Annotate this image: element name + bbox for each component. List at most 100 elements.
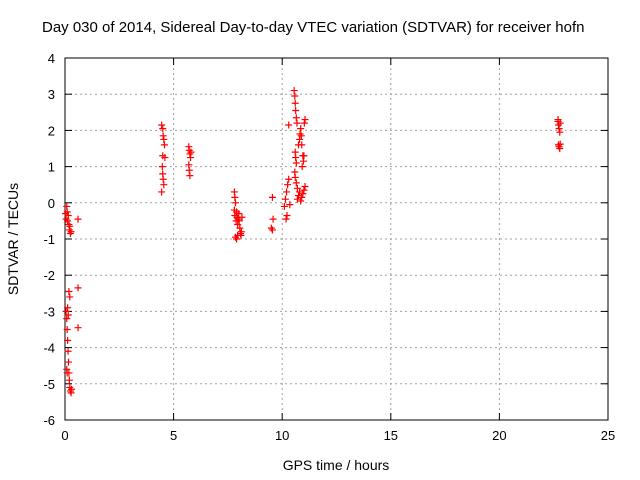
data-point [268, 193, 276, 201]
data-point [280, 202, 288, 210]
data-point [66, 387, 74, 395]
data-point [290, 87, 298, 95]
data-point [235, 217, 243, 225]
y-tick-label: 2 [48, 123, 55, 138]
data-point [64, 217, 72, 225]
axis-ticks: 0 5 10 15 20 25 -6 -5 -4 -3 -2 -1 0 1 2 3 4 [43, 51, 615, 443]
data-point [301, 116, 309, 124]
x-tick-label: 10 [275, 428, 289, 443]
data-point [64, 358, 72, 366]
data-point [66, 383, 74, 391]
data-point [268, 226, 276, 234]
data-point [296, 188, 304, 196]
data-point [293, 184, 301, 192]
data-point [66, 230, 74, 238]
data-point [63, 326, 71, 333]
data-point [65, 376, 73, 384]
y-tick-label: -4 [43, 341, 55, 356]
data-point [65, 287, 73, 295]
data-point [556, 140, 564, 148]
data-point [292, 179, 300, 187]
data-point [237, 228, 245, 236]
data-point [234, 231, 242, 239]
x-tick-label: 15 [384, 428, 398, 443]
data-point [300, 152, 308, 160]
data-point [291, 92, 299, 100]
data-point [74, 215, 82, 223]
data-point [281, 195, 289, 203]
y-tick-label: -3 [43, 304, 55, 319]
data-point [64, 336, 72, 344]
data-point [555, 125, 563, 133]
y-tick-label: 4 [48, 51, 55, 66]
data-point [232, 199, 240, 207]
data-point [64, 311, 72, 319]
data-point [160, 135, 168, 143]
data-point [67, 228, 75, 236]
data-points [61, 87, 564, 397]
data-point [159, 132, 167, 140]
data-point [293, 119, 301, 127]
y-axis-label: SDTVAR / TECUs [5, 183, 21, 295]
y-tick-label: -6 [43, 413, 55, 428]
data-point [297, 132, 305, 140]
x-axis-label: GPS time / hours [283, 457, 390, 473]
data-point [158, 188, 166, 196]
data-point [62, 307, 70, 315]
data-point [291, 99, 299, 107]
x-tick-label: 5 [170, 428, 177, 443]
data-point [236, 224, 244, 232]
data-point [64, 211, 72, 219]
data-point [63, 315, 71, 323]
data-point [238, 213, 246, 221]
data-point [286, 201, 294, 209]
data-point [187, 148, 195, 156]
data-point [64, 304, 72, 312]
data-point [159, 125, 167, 133]
data-point [283, 211, 291, 219]
data-point [186, 150, 194, 158]
data-point [296, 130, 304, 138]
data-point [299, 190, 307, 198]
data-point [294, 192, 302, 200]
data-point [64, 347, 72, 355]
data-point [267, 224, 275, 232]
data-point [300, 119, 308, 127]
data-point [292, 154, 300, 162]
chart-title: Day 030 of 2014, Sidereal Day-to-day VTE… [42, 19, 584, 36]
data-point [63, 208, 71, 216]
data-point [292, 106, 300, 114]
data-point [269, 215, 277, 223]
data-point [186, 172, 194, 180]
x-tick-label: 25 [601, 428, 615, 443]
y-tick-label: -2 [43, 268, 55, 283]
data-point [185, 146, 193, 154]
data-point [161, 154, 169, 162]
data-point [158, 163, 166, 171]
data-point [556, 119, 564, 127]
data-point [233, 235, 241, 243]
data-point [291, 173, 299, 181]
data-point [231, 193, 239, 201]
data-point [285, 121, 293, 129]
data-point [74, 324, 82, 332]
data-point [160, 141, 168, 149]
x-tick-label: 20 [492, 428, 506, 443]
data-point [300, 186, 308, 194]
data-point [297, 125, 305, 133]
data-point [63, 365, 71, 373]
data-point [298, 163, 306, 171]
data-point [283, 188, 291, 196]
data-point [68, 385, 76, 393]
data-point [292, 114, 300, 122]
data-point [554, 141, 562, 149]
data-point [282, 215, 290, 223]
data-point [556, 128, 564, 136]
grid-lines [65, 58, 608, 420]
data-point [234, 221, 242, 229]
data-point [284, 181, 292, 189]
y-tick-label: -1 [43, 232, 55, 247]
data-point [66, 222, 74, 230]
data-point [285, 175, 293, 183]
